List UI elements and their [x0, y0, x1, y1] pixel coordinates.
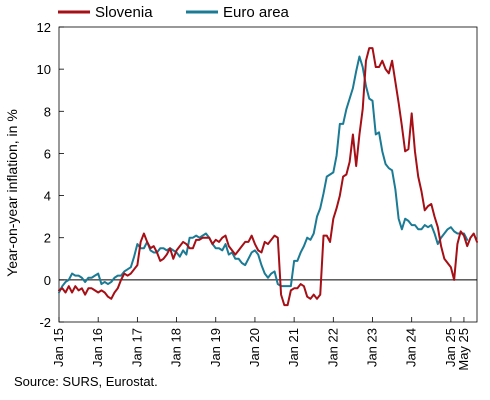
y-tick-label: 4 — [44, 189, 51, 204]
x-tick-label: Jan 18 — [169, 328, 184, 367]
x-tick-label: Jan 19 — [208, 328, 223, 367]
legend-label-euro-area: Euro area — [223, 4, 290, 21]
y-tick-label: 8 — [44, 104, 51, 119]
x-tick-label: Jan 21 — [286, 328, 301, 367]
x-tick-label: May 25 — [456, 328, 471, 371]
legend-label-slovenia: Slovenia — [95, 4, 153, 21]
x-tick-label: Jan 23 — [365, 328, 380, 367]
y-tick-label: -2 — [39, 315, 51, 330]
legend: Slovenia Euro area — [58, 4, 290, 21]
x-tick-label: Jan 15 — [51, 328, 66, 367]
plot-frame — [58, 26, 478, 323]
y-tick-label: 2 — [44, 231, 51, 246]
x-tick-label: Jan 25 — [443, 328, 458, 367]
plot-area: -2 0 2 4 6 8 10 12 Jan 15 Jan 16 Jan 17 Jan 18 Jan 1… — [37, 20, 478, 371]
y-tick-label: 12 — [37, 20, 51, 35]
y-tick-label: 0 — [44, 273, 51, 288]
x-tick-label: Jan 24 — [404, 328, 419, 367]
source-note: Source: SURS, Eurostat. — [14, 374, 158, 389]
x-tick-label: Jan 20 — [247, 328, 262, 367]
series-line-slovenia — [58, 47, 478, 307]
x-tick-label: Jan 22 — [325, 328, 340, 367]
y-axis-title: Year-on-year inflation, in % — [4, 109, 20, 277]
series-line-euro-area — [58, 55, 469, 294]
x-tick-label: Jan 16 — [90, 328, 105, 367]
x-tick-label: Jan 17 — [129, 328, 144, 367]
y-tick-label: 10 — [37, 62, 51, 77]
y-tick-label: 6 — [44, 146, 51, 161]
